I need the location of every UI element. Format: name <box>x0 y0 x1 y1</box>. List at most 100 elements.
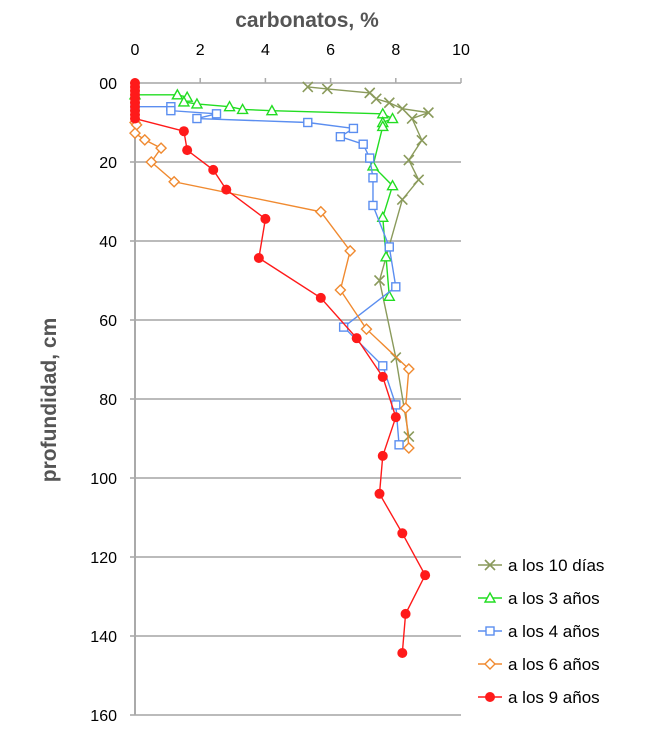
x-marker <box>321 83 333 95</box>
circle-marker <box>253 252 264 263</box>
circle-marker <box>485 692 495 702</box>
circle-marker <box>182 145 193 156</box>
x-marker <box>302 81 314 93</box>
circle-marker <box>397 647 408 658</box>
triangle-marker <box>171 88 184 100</box>
x-stroke <box>373 274 386 287</box>
x-tick-label: 4 <box>261 42 270 59</box>
circle-marker <box>208 164 219 175</box>
diamond-marker <box>334 283 347 296</box>
y-tick-label: 120 <box>90 550 117 567</box>
diamond-marker <box>402 441 415 454</box>
square-marker <box>192 113 202 124</box>
series-line <box>135 105 400 445</box>
diamond-marker <box>168 175 181 188</box>
x-tick-label: 8 <box>391 42 400 59</box>
square-marker <box>384 242 394 252</box>
legend-item: a los 10 días <box>478 556 604 575</box>
legend-item: a los 6 años <box>478 655 600 674</box>
circle-marker <box>374 488 385 499</box>
x-stroke <box>321 83 333 95</box>
y-axis-title: profundidad, cm <box>38 318 61 483</box>
x-marker <box>373 274 386 287</box>
legend-label: a los 9 años <box>508 688 600 707</box>
triangle-marker <box>379 250 393 262</box>
circle-marker <box>390 412 401 423</box>
x-marker <box>396 103 408 115</box>
diamond-marker <box>344 244 357 257</box>
circle-marker <box>420 570 431 581</box>
x-stroke <box>413 174 425 186</box>
circle-marker <box>377 371 388 382</box>
triangle-marker <box>223 100 236 112</box>
legend-label: a los 10 días <box>508 556 604 575</box>
diamond-marker <box>402 362 415 375</box>
series-square <box>130 101 404 450</box>
x-stroke <box>383 97 395 109</box>
x-stroke <box>416 134 428 146</box>
series-line <box>307 86 429 437</box>
circle-marker <box>397 528 408 539</box>
x-marker <box>396 193 408 206</box>
legend-item: a los 4 años <box>478 622 600 641</box>
series-circle <box>130 78 431 658</box>
y-tick-label: 160 <box>90 708 117 725</box>
triangle-marker <box>190 97 204 109</box>
circle-marker <box>377 450 388 461</box>
square-marker <box>368 173 378 183</box>
x-stroke <box>422 107 434 119</box>
x-axis-title: carbonatos, % <box>235 9 379 32</box>
x-marker <box>406 112 418 125</box>
x-stroke <box>484 559 496 571</box>
square-marker <box>368 200 378 211</box>
legend-item: a los 3 años <box>478 589 600 608</box>
triangle-marker <box>386 179 399 191</box>
diamond-marker <box>145 156 158 168</box>
x-marker <box>484 559 496 571</box>
x-tick-label: 2 <box>196 42 205 59</box>
diamond-marker <box>129 127 141 140</box>
triangle-marker <box>483 591 497 603</box>
x-tick-label: 6 <box>326 42 335 59</box>
circle-marker <box>351 333 362 344</box>
square-marker <box>358 139 368 149</box>
x-marker <box>416 134 428 146</box>
triangle-marker <box>236 103 249 115</box>
x-stroke <box>302 81 314 93</box>
x-stroke <box>403 154 415 166</box>
square-marker <box>394 440 404 450</box>
y-tick-label: 20 <box>99 155 117 172</box>
x-marker <box>370 93 382 105</box>
triangle-marker <box>383 289 396 301</box>
square-marker <box>485 626 495 636</box>
x-marker <box>383 97 395 109</box>
series-triangle <box>128 88 399 301</box>
square-marker <box>365 153 375 163</box>
x-marker <box>403 154 415 166</box>
diamond-marker <box>138 133 151 146</box>
triangle-marker <box>376 210 389 222</box>
y-tick-label: 00 <box>99 76 117 93</box>
x-marker <box>422 107 434 119</box>
x-marker <box>403 430 415 443</box>
x-tick-label: 0 <box>131 42 140 59</box>
legend-label: a los 6 años <box>508 655 600 674</box>
square-marker <box>348 123 359 134</box>
square-marker <box>391 282 401 292</box>
triangle-marker <box>376 120 389 132</box>
square-marker <box>166 105 176 116</box>
x-stroke <box>406 112 418 125</box>
diamond-marker <box>399 402 412 415</box>
series-x <box>302 81 434 443</box>
square-marker <box>378 361 388 371</box>
triangle-marker <box>265 104 279 116</box>
legend-label: a los 4 años <box>508 622 600 641</box>
x-stroke <box>403 430 415 443</box>
legend-label: a los 3 años <box>508 589 600 608</box>
circle-marker <box>178 126 189 137</box>
legend-item: a los 9 años <box>478 688 600 707</box>
circle-marker <box>315 292 326 303</box>
circle-marker <box>130 113 140 124</box>
x-stroke <box>396 193 408 206</box>
